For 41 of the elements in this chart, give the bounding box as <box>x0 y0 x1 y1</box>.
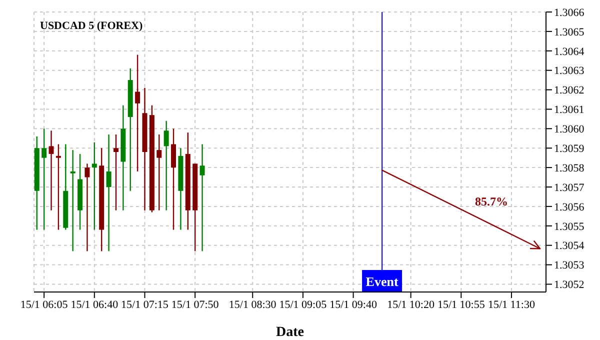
y-tick-label: 1.3061 <box>554 104 584 116</box>
y-tick-label: 1.3054 <box>554 240 585 252</box>
candlestick <box>156 134 162 211</box>
ref-line-label: Event <box>366 274 399 289</box>
y-tick-label: 1.3052 <box>554 279 584 292</box>
candlestick <box>135 54 140 172</box>
x-tick-label: 15/1 08:30 <box>228 298 277 311</box>
y-tick-label: 1.3063 <box>554 65 585 78</box>
candlestick <box>106 134 112 252</box>
x-tick-label: 15/1 10:20 <box>387 298 435 311</box>
candlestick <box>70 149 76 252</box>
x-axis-title: Date <box>276 325 304 340</box>
x-tick-label: 15/1 07:50 <box>171 298 220 311</box>
candlestick <box>200 144 205 252</box>
x-tick-label: 15/1 10:55 <box>437 298 486 311</box>
x-tick-label: 15/1 09:40 <box>330 298 378 311</box>
y-tick-label: 1.3057 <box>554 182 585 194</box>
y-tick-label: 1.3066 <box>554 6 585 19</box>
x-tick-label: 15/1 09:05 <box>279 298 328 311</box>
candlestick <box>164 120 169 211</box>
y-tick-label: 1.3060 <box>554 124 585 136</box>
text: USDCAD 5 (FOREX) <box>40 20 143 32</box>
annotation: 85.7% <box>475 194 508 208</box>
y-tick-label: 1.3056 <box>554 201 585 214</box>
y-tick-label: 1.3053 <box>554 260 585 272</box>
candlestick <box>113 134 118 211</box>
x-tick-label: 15/1 06:05 <box>20 298 68 311</box>
y-tick-label: 1.3062 <box>554 84 584 97</box>
y-tick-label: 1.3064 <box>554 46 585 58</box>
y-tick-label: 1.3055 <box>554 220 585 233</box>
candlestick <box>171 128 176 230</box>
y-tick-label: 1.3065 <box>554 26 585 38</box>
x-tick-label: 15/1 07:15 <box>121 298 169 311</box>
x-tick-label: 15/1 11:30 <box>488 298 536 311</box>
y-tick-label: 1.3059 <box>554 143 585 156</box>
candlestick <box>92 142 97 230</box>
y-tick-label: 1.3058 <box>554 162 585 174</box>
x-tick-label: 15/1 06:40 <box>70 298 119 311</box>
candlestick <box>84 163 90 252</box>
candlestick <box>56 144 61 230</box>
candlestick <box>48 130 54 211</box>
